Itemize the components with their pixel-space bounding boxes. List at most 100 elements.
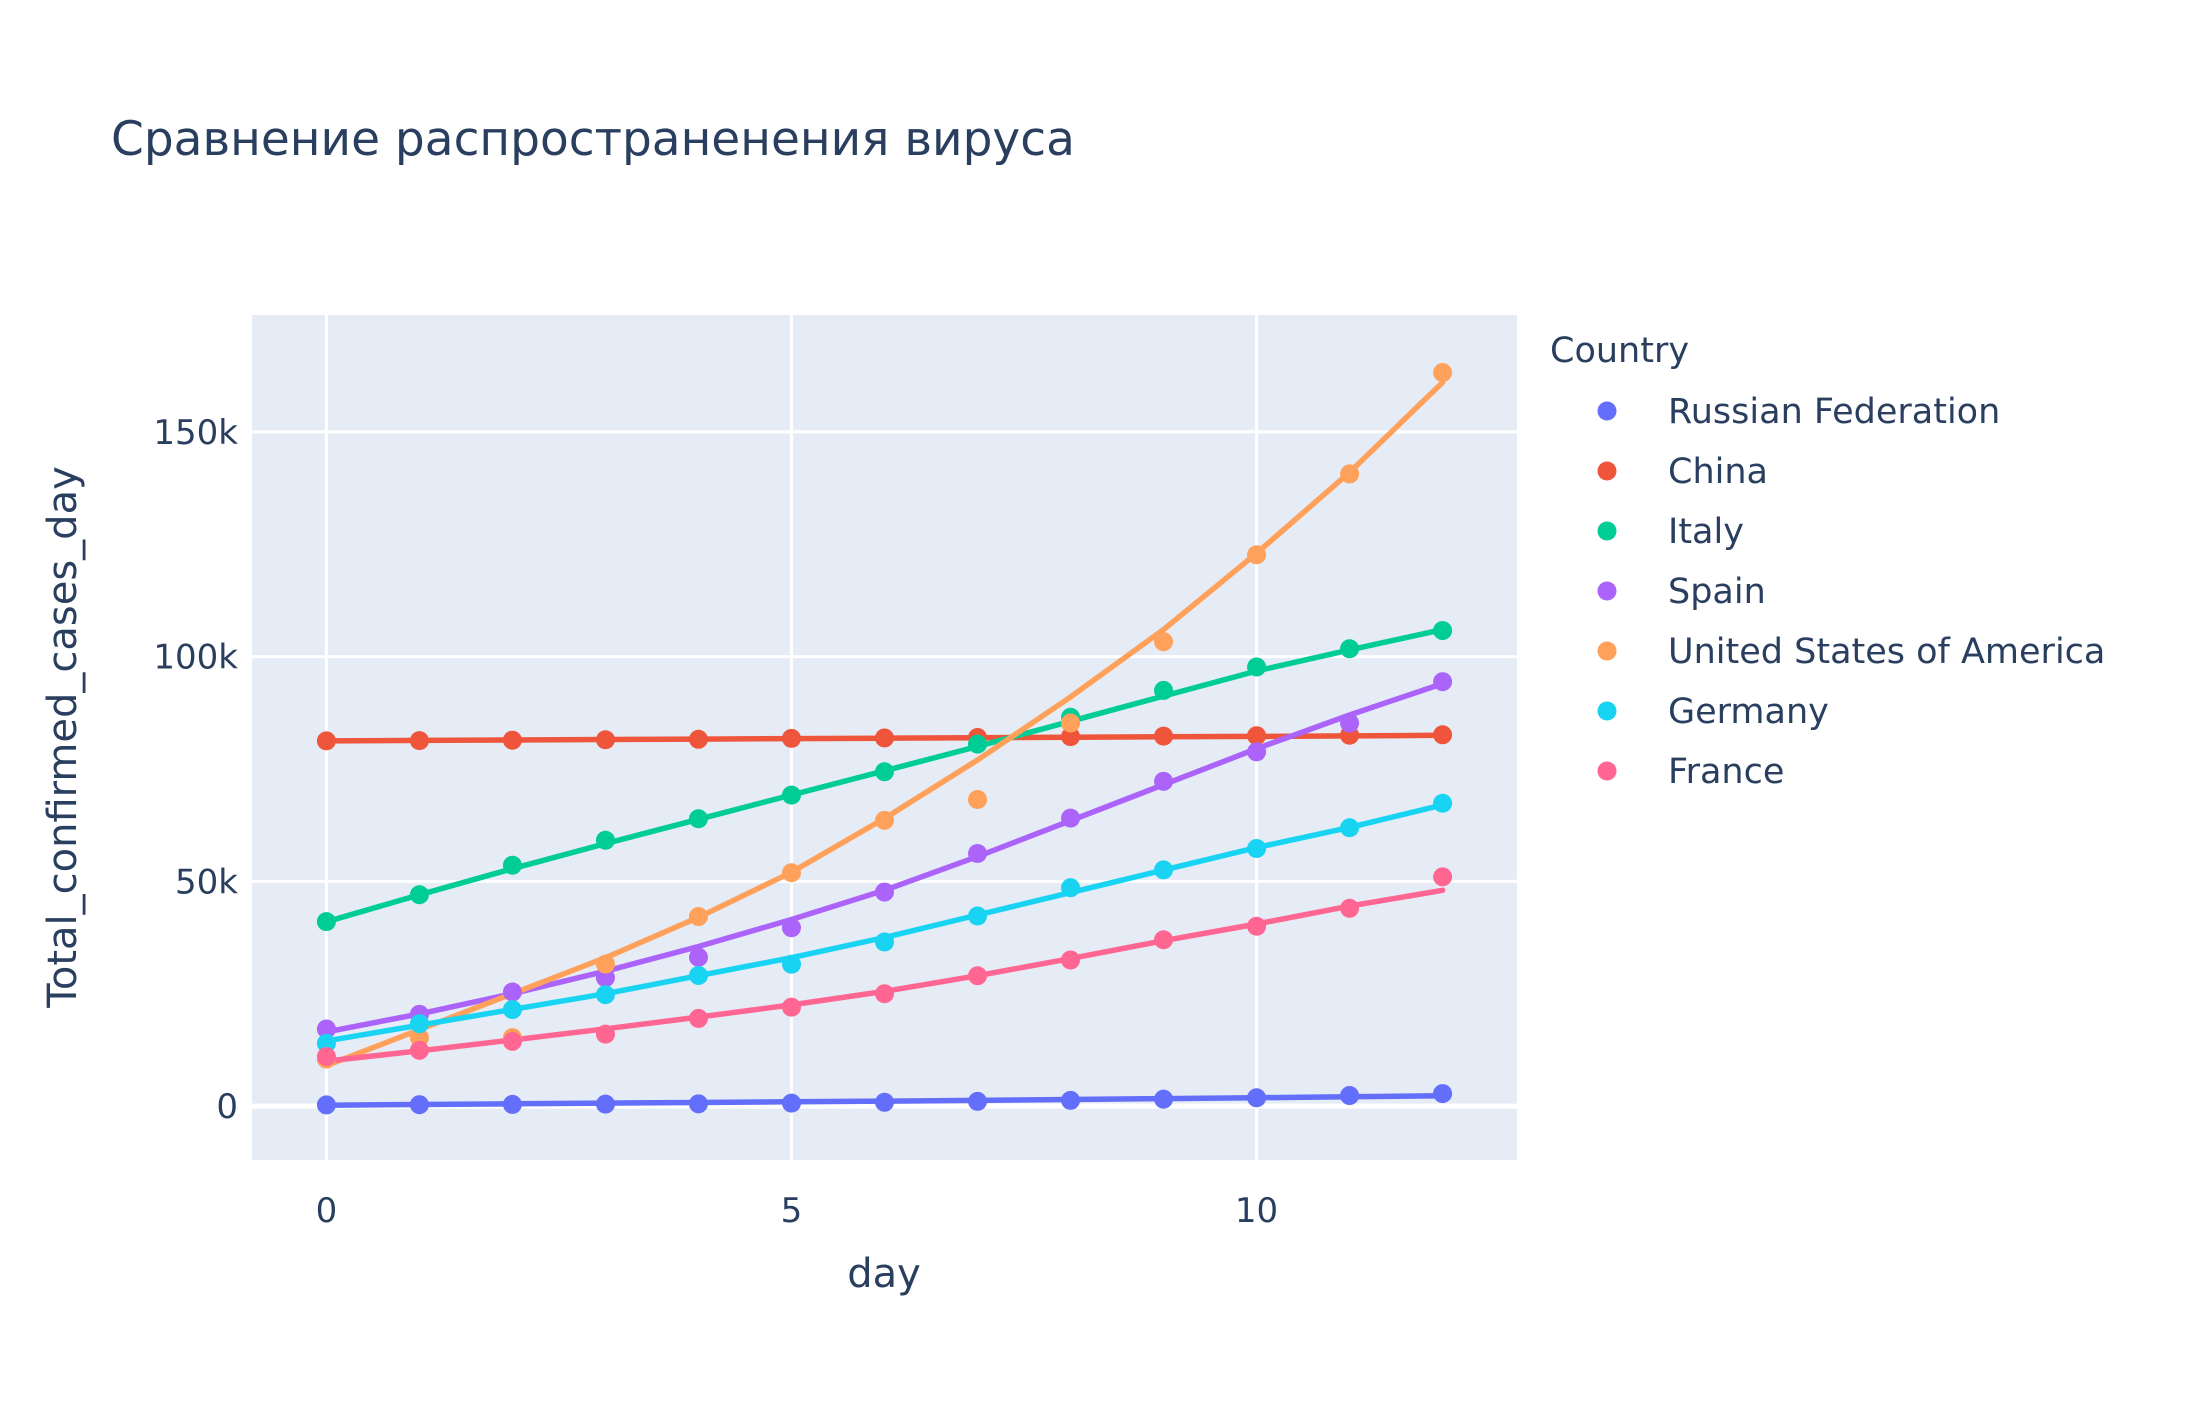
point-germany [409,1014,429,1034]
point-spain [781,918,801,938]
y-tick-label: 100k [153,638,238,678]
point-china [688,729,708,749]
legend-label-france: France [1668,752,1784,792]
point-russian-federation [875,1092,894,1112]
point-spain [968,844,988,864]
point-germany [1433,793,1453,813]
point-italy [595,830,615,850]
legend-title: Country [1550,331,1689,371]
point-france [595,1024,615,1044]
legend-label-italy: Italy [1668,512,1744,552]
point-france [688,1008,708,1028]
point-russian-federation [1247,1088,1267,1108]
point-china [1433,725,1453,745]
point-russian-federation [409,1095,429,1115]
legend-marker-france [1597,761,1617,781]
point-china [1247,726,1267,746]
y-axis-title: Total_confirmed_cases_day [40,466,86,1009]
point-italy [1340,639,1360,659]
point-china [595,730,615,750]
point-italy [316,912,336,932]
chart-title: Сравнение распространенения вируса [111,112,1075,167]
point-russian-federation [1340,1086,1360,1106]
point-germany [1061,878,1081,898]
point-germany [595,985,615,1005]
point-united-states-of-america [1061,713,1081,733]
y-tick-label: 0 [216,1087,238,1127]
y-tick-label: 150k [153,413,238,453]
point-germany [688,965,708,985]
point-united-states-of-america [1340,464,1360,484]
point-germany [502,1000,522,1020]
point-russian-federation [502,1094,522,1114]
legend-label-germany: Germany [1668,692,1829,732]
x-tick-label: 5 [781,1191,803,1231]
y-tick-labels: 0 50k 100k 150k [153,413,238,1127]
x-axis-title: day [847,1251,921,1297]
point-france [502,1031,522,1051]
point-russian-federation [316,1095,336,1115]
point-france [1340,898,1360,918]
point-united-states-of-america [968,789,988,809]
point-china [502,730,522,750]
point-china [316,731,336,751]
point-germany [1340,818,1360,838]
point-italy [875,762,894,782]
point-russian-federation [781,1093,801,1113]
x-tick-label: 10 [1235,1191,1278,1231]
point-france [1433,867,1453,887]
point-spain [1061,808,1081,828]
point-france [781,997,801,1017]
point-russian-federation [595,1094,615,1114]
legend-marker-china [1597,461,1617,481]
legend-label-china: China [1668,452,1768,492]
point-spain [1247,742,1267,762]
x-tick-labels: 0 5 10 [316,1191,1279,1231]
point-france [316,1047,336,1067]
point-germany [968,906,988,926]
legend-label-spain: Spain [1668,572,1766,612]
point-spain [875,882,894,902]
point-germany [1154,860,1174,880]
point-united-states-of-america [1247,545,1267,565]
point-france [409,1040,429,1060]
point-china [875,728,894,748]
point-russian-federation [688,1094,708,1114]
point-italy [688,809,708,829]
point-spain [1433,672,1453,692]
legend-marker-united-states-of-america [1597,641,1617,661]
point-china [781,728,801,748]
point-italy [1433,621,1453,641]
point-germany [875,932,894,952]
point-china [1154,726,1174,746]
x-tick-label: 0 [316,1191,338,1231]
point-spain [1340,713,1360,733]
point-spain [502,982,522,1002]
point-italy [1247,657,1267,677]
point-italy [1154,680,1174,700]
point-italy [409,885,429,905]
point-united-states-of-america [875,810,894,830]
point-france [875,984,894,1004]
point-spain [316,1019,336,1039]
y-tick-label: 50k [175,862,238,902]
legend-marker-russian-federation [1597,401,1617,421]
point-united-states-of-america [595,954,615,974]
point-russian-federation [1154,1089,1174,1109]
legend-marker-germany [1597,701,1617,721]
point-united-states-of-america [1154,632,1174,652]
legend-label-united-states-of-america: United States of America [1668,632,2105,672]
point-france [1247,916,1267,936]
point-russian-federation [968,1091,988,1111]
point-china [1061,727,1081,747]
point-united-states-of-america [1433,363,1453,383]
point-spain [688,947,708,967]
point-france [1154,930,1174,950]
data-markers [316,363,1453,1115]
point-china [409,731,429,751]
point-spain [1154,771,1174,791]
point-spain [595,968,615,988]
point-italy [502,855,522,875]
legend-label-russian-federation: Russian Federation [1668,392,2000,432]
